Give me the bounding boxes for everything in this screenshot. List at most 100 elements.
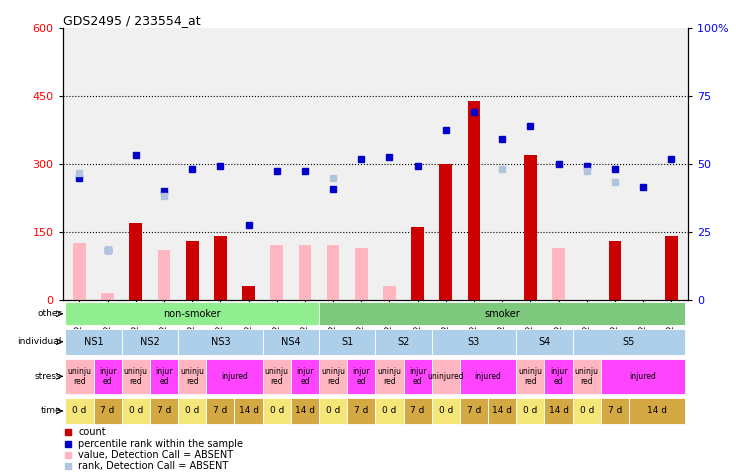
Text: injur
ed: injur ed [353, 367, 370, 386]
Text: 14 d: 14 d [492, 407, 512, 415]
Bar [150, 358, 178, 394]
Text: NS2: NS2 [140, 337, 160, 347]
Text: uninju
red: uninju red [68, 367, 91, 386]
Bar [319, 329, 375, 355]
Text: 0 d: 0 d [523, 407, 537, 415]
Bar [178, 358, 206, 394]
Text: 7 d: 7 d [411, 407, 425, 415]
Bar [66, 398, 93, 424]
Text: uninju
red: uninju red [180, 367, 204, 386]
Text: 7 d: 7 d [213, 407, 227, 415]
Text: other: other [37, 310, 61, 318]
Bar [432, 329, 516, 355]
Text: 7 d: 7 d [354, 407, 369, 415]
Text: NS3: NS3 [210, 337, 230, 347]
Bar [102, 293, 114, 300]
Bar [263, 358, 291, 394]
Bar [206, 398, 235, 424]
Text: GDS2495 / 233554_at: GDS2495 / 233554_at [63, 14, 200, 27]
Text: NS4: NS4 [281, 337, 300, 347]
Bar [355, 247, 367, 300]
Text: 0 d: 0 d [269, 407, 284, 415]
Text: S2: S2 [397, 337, 410, 347]
Bar [516, 398, 545, 424]
Bar [121, 398, 150, 424]
Text: S3: S3 [468, 337, 480, 347]
Bar [403, 398, 432, 424]
Bar [178, 398, 206, 424]
Bar [552, 247, 565, 300]
Bar [299, 246, 311, 300]
Bar [319, 302, 685, 325]
Text: rank, Detection Call = ABSENT: rank, Detection Call = ABSENT [78, 461, 228, 471]
Text: injur
ed: injur ed [99, 367, 116, 386]
Text: uninju
red: uninju red [124, 367, 148, 386]
Text: S4: S4 [538, 337, 551, 347]
Bar [573, 398, 601, 424]
Text: NS1: NS1 [84, 337, 103, 347]
Text: 14 d: 14 d [548, 407, 568, 415]
Text: 0 d: 0 d [579, 407, 594, 415]
Bar [545, 358, 573, 394]
Bar [214, 237, 227, 300]
Text: injur
ed: injur ed [550, 367, 567, 386]
Bar [460, 398, 488, 424]
Text: uninjured: uninjured [428, 372, 464, 381]
Text: 0 d: 0 d [382, 407, 397, 415]
Bar [439, 164, 452, 300]
Text: smoker: smoker [484, 309, 520, 319]
Text: S5: S5 [623, 337, 635, 347]
Text: percentile rank within the sample: percentile rank within the sample [78, 439, 243, 449]
Text: injured: injured [475, 372, 501, 381]
Text: uninju
red: uninju red [321, 367, 345, 386]
Bar [242, 286, 255, 300]
Bar [545, 398, 573, 424]
Bar [609, 241, 621, 300]
Bar [150, 398, 178, 424]
Bar [516, 358, 545, 394]
Bar [66, 302, 319, 325]
Bar [347, 358, 375, 394]
Bar [263, 329, 319, 355]
Bar [93, 398, 121, 424]
Text: 0 d: 0 d [185, 407, 199, 415]
Text: 7 d: 7 d [157, 407, 171, 415]
Bar [73, 243, 86, 300]
Bar [383, 286, 396, 300]
Bar [601, 358, 685, 394]
Bar [516, 329, 573, 355]
Text: injur
ed: injur ed [155, 367, 173, 386]
Bar [291, 358, 319, 394]
Bar [186, 241, 199, 300]
Bar [460, 358, 516, 394]
Text: stress: stress [35, 372, 61, 381]
Text: injured: injured [629, 372, 657, 381]
Bar [66, 329, 121, 355]
Text: injur
ed: injur ed [296, 367, 314, 386]
Bar [665, 237, 678, 300]
Text: 14 d: 14 d [238, 407, 258, 415]
Bar [488, 398, 516, 424]
Bar [403, 358, 432, 394]
Bar [235, 398, 263, 424]
Text: injur
ed: injur ed [409, 367, 426, 386]
Text: 0 d: 0 d [129, 407, 143, 415]
Text: individual: individual [17, 337, 61, 346]
Text: count: count [78, 427, 106, 437]
Bar [66, 358, 93, 394]
Bar [291, 398, 319, 424]
Text: 7 d: 7 d [608, 407, 622, 415]
Bar [467, 101, 481, 300]
Bar [327, 246, 339, 300]
Bar [263, 398, 291, 424]
Text: uninju
red: uninju red [378, 367, 401, 386]
Text: uninju
red: uninju red [518, 367, 542, 386]
Bar [573, 358, 601, 394]
Bar [121, 358, 150, 394]
Text: 0 d: 0 d [326, 407, 340, 415]
Bar [130, 223, 142, 300]
Bar [411, 227, 424, 300]
Text: 7 d: 7 d [100, 407, 115, 415]
Text: 14 d: 14 d [647, 407, 667, 415]
Bar [375, 358, 403, 394]
